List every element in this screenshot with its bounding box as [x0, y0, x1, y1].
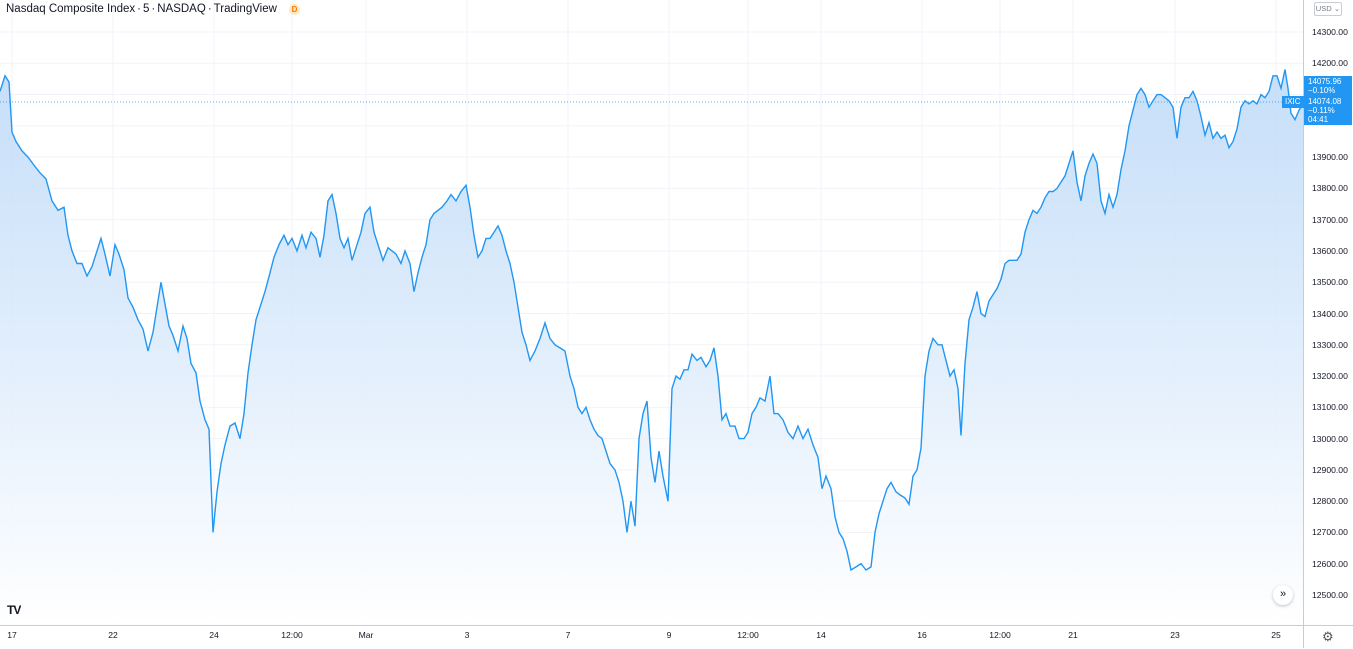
tradingview-logo-icon[interactable]: TV [7, 603, 21, 617]
time-axis-label: 16 [917, 630, 927, 640]
price-axis-label: 13300.00 [1312, 339, 1348, 350]
time-axis-label: 22 [108, 630, 118, 640]
last-price-tag: 14075.96 −0.10% [1304, 76, 1352, 96]
price-axis-label: 12500.00 [1312, 590, 1348, 600]
legend-separator: · [207, 3, 212, 15]
time-axis-label: 17 [7, 630, 17, 640]
symbol-ticker-label: IXIC [1282, 96, 1304, 108]
time-axis-label: 24 [209, 630, 219, 640]
gear-icon[interactable]: ⚙ [1322, 629, 1334, 644]
price-axis-label: 13800.00 [1312, 183, 1348, 194]
bar-countdown: 04:41 [1308, 115, 1329, 124]
double-chevron-right-icon[interactable]: » [1273, 585, 1293, 605]
time-axis-label: 23 [1170, 630, 1180, 640]
time-axis-label: 12:00 [989, 630, 1011, 640]
price-axis-label: 12700.00 [1312, 527, 1348, 538]
interval-label: 5 [142, 3, 150, 15]
time-axis-label: 3 [464, 630, 470, 640]
price-axis-label: 13400.00 [1312, 308, 1348, 319]
source-label: TradingView [213, 3, 277, 15]
last-price-value: 14075.96 [1308, 77, 1342, 86]
legend-separator: · [137, 3, 141, 15]
time-axis-label: 14 [816, 630, 826, 640]
last-price-change: −0.10% [1308, 86, 1336, 95]
legend-separator: · [151, 3, 156, 15]
price-line [0, 69, 1303, 572]
delayed-data-badge[interactable]: D [288, 3, 300, 15]
price-axis-label: 13500.00 [1312, 277, 1348, 288]
price-axis-label: 13100.00 [1312, 402, 1348, 413]
price-axis-label: 13700.00 [1312, 214, 1348, 225]
symbol-price-tag: 14074.08 −0.11% 04:41 [1304, 96, 1352, 125]
price-axis-label: 13600.00 [1312, 245, 1348, 256]
price-scale[interactable]: USD ⌄ 14300.00 14200.00 13900.00 13800.00 13… [1303, 0, 1353, 625]
time-axis-label: 9 [666, 630, 672, 640]
time-axis-label: 25 [1271, 630, 1281, 640]
price-axis-label: 14200.00 [1312, 58, 1348, 69]
price-chart[interactable] [0, 0, 1303, 625]
price-axis-label: 13900.00 [1312, 152, 1348, 163]
price-area-fill [0, 69, 1303, 625]
exchange-label: NASDAQ [157, 3, 206, 15]
price-axis-label: 12800.00 [1312, 496, 1348, 507]
chart-settings-corner[interactable]: ⚙ [1303, 625, 1353, 648]
time-axis-label: 12:00 [281, 630, 303, 640]
time-axis-label: 21 [1068, 630, 1078, 640]
symbol-legend[interactable]: Nasdaq Composite Index · 5 · NASDAQ · Tr… [6, 3, 300, 15]
price-axis-label: 13000.00 [1312, 433, 1348, 444]
currency-unit-button[interactable]: USD ⌄ [1314, 2, 1342, 16]
symbol-price-value: 14074.08 [1308, 97, 1342, 106]
time-scale[interactable]: 17 22 24 12:00 Mar 3 7 9 12:00 14 16 12:00 21 23 25 [0, 625, 1303, 649]
symbol-price-change: −0.11% [1308, 106, 1335, 115]
time-axis-label: 7 [565, 630, 571, 640]
symbol-name: Nasdaq Composite Index [6, 3, 136, 15]
price-axis-label: 12900.00 [1312, 464, 1348, 475]
price-axis-label: 13200.00 [1312, 371, 1348, 382]
price-axis-label: 14300.00 [1312, 27, 1348, 37]
price-axis-label: 12600.00 [1312, 558, 1348, 569]
time-axis-label: 12:00 [737, 630, 759, 640]
time-axis-label: Mar [358, 630, 374, 640]
currency-label: USD [1315, 4, 1332, 13]
